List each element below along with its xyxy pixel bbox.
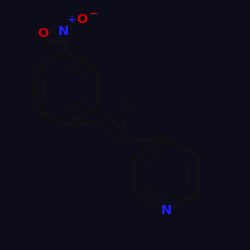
Text: +: + [68, 15, 76, 25]
Text: O: O [37, 27, 48, 40]
Text: N: N [58, 25, 69, 38]
Text: O: O [76, 13, 87, 26]
Text: −: − [88, 9, 98, 19]
Text: CH₃: CH₃ [116, 101, 137, 111]
Text: N: N [161, 204, 172, 218]
